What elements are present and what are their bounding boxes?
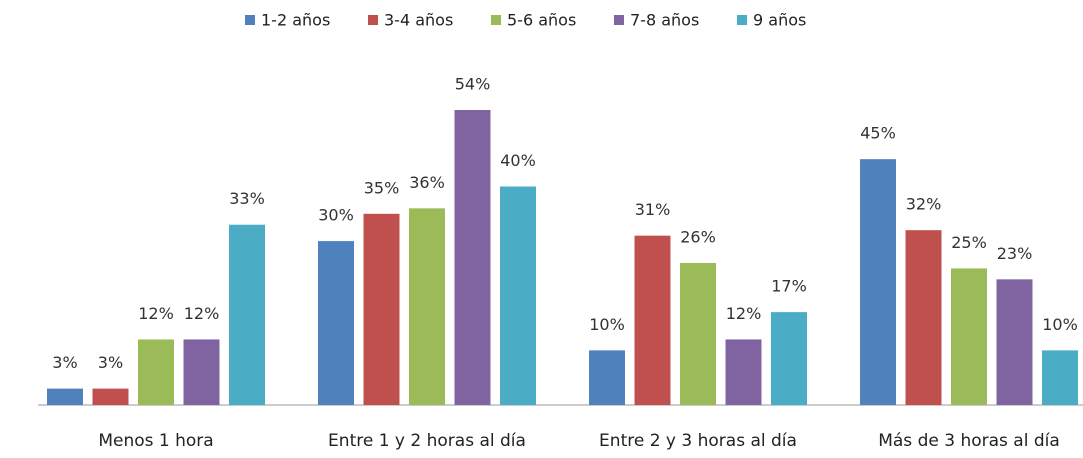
legend-label: 3-4 años xyxy=(384,11,453,30)
bar xyxy=(1042,350,1078,405)
data-label: 54% xyxy=(455,75,491,94)
data-label: 33% xyxy=(229,189,265,208)
legend-swatch xyxy=(614,15,624,25)
legend-label: 9 años xyxy=(753,11,806,30)
x-tick-label: Entre 2 y 3 horas al día xyxy=(599,431,797,451)
data-label: 3% xyxy=(98,353,123,372)
bar xyxy=(905,230,942,405)
data-label: 10% xyxy=(589,315,625,334)
data-label: 32% xyxy=(906,195,942,214)
bar xyxy=(363,213,400,405)
x-tick-label: Menos 1 hora xyxy=(98,431,213,451)
bar xyxy=(92,388,129,405)
legend-swatch xyxy=(737,15,747,25)
bar xyxy=(47,388,83,405)
bar xyxy=(860,159,896,405)
bar xyxy=(725,339,762,405)
x-tick-label: Entre 1 y 2 horas al día xyxy=(328,431,526,451)
data-label: 12% xyxy=(138,304,174,323)
data-label: 30% xyxy=(318,206,354,225)
bar xyxy=(409,208,445,405)
bar xyxy=(634,235,671,405)
data-label: 40% xyxy=(500,151,536,170)
legend-swatch xyxy=(368,15,378,25)
bar xyxy=(589,350,625,405)
data-label: 17% xyxy=(771,277,807,296)
bar xyxy=(318,241,354,405)
bar xyxy=(454,110,491,405)
data-label: 10% xyxy=(1042,315,1078,334)
x-tick-label: Más de 3 horas al día xyxy=(878,431,1060,451)
bar xyxy=(183,339,220,405)
legend-swatch xyxy=(491,15,501,25)
legend-label: 1-2 años xyxy=(261,11,330,30)
data-label: 35% xyxy=(364,178,400,197)
bar xyxy=(771,312,807,405)
data-label: 36% xyxy=(409,173,445,192)
bar xyxy=(229,224,265,405)
data-label: 3% xyxy=(52,353,77,372)
data-label: 23% xyxy=(997,244,1033,263)
bar xyxy=(996,279,1033,405)
data-label: 45% xyxy=(860,124,896,143)
data-label: 12% xyxy=(726,304,762,323)
data-label: 31% xyxy=(635,200,671,219)
data-label: 12% xyxy=(184,304,220,323)
data-label: 25% xyxy=(951,233,987,252)
bar xyxy=(951,268,987,405)
legend-label: 5-6 años xyxy=(507,11,576,30)
legend-swatch xyxy=(245,15,255,25)
data-label: 26% xyxy=(680,227,716,246)
bar xyxy=(680,262,716,405)
legend-label: 7-8 años xyxy=(630,11,699,30)
bar xyxy=(138,339,174,405)
bar xyxy=(500,186,536,405)
